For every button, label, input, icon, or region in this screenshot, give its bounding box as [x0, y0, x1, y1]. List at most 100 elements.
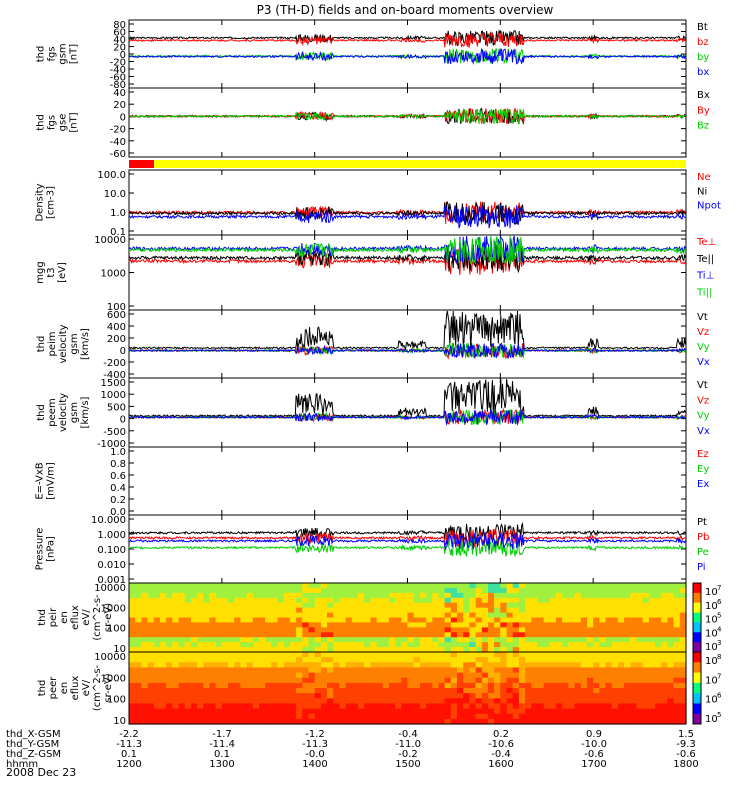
heat-cell	[234, 617, 241, 623]
heat-cell	[370, 652, 378, 658]
heat-cell	[172, 627, 180, 633]
heat-cell	[166, 718, 173, 725]
heat-cell	[370, 632, 378, 638]
heat-cell	[648, 612, 656, 619]
heat-cell	[599, 718, 607, 725]
heat-cell	[655, 647, 662, 653]
heat-cell	[265, 657, 272, 663]
heat-cell	[531, 642, 539, 648]
heat-cell	[444, 632, 452, 638]
heat-cell	[655, 667, 662, 674]
heat-cell	[283, 612, 291, 619]
heat-cell	[141, 703, 149, 710]
heat-cell	[388, 708, 396, 715]
heat-cell	[190, 667, 198, 674]
heat-cell	[234, 642, 241, 648]
heat-cell	[574, 672, 582, 679]
heat-cell	[599, 667, 607, 674]
y-tick-label: -40	[110, 65, 126, 76]
heat-cell	[543, 693, 551, 699]
heat-cell	[141, 637, 149, 643]
heat-cell	[525, 637, 532, 643]
heat-cell	[370, 597, 378, 604]
heat-cell	[129, 592, 136, 599]
heat-cell	[537, 703, 545, 710]
heat-cell	[450, 718, 458, 725]
heat-cell	[543, 703, 551, 710]
heat-cell	[463, 657, 470, 663]
heat-cell	[252, 713, 260, 720]
y-tick-label: 0.001	[97, 575, 126, 586]
heat-cell	[636, 657, 644, 663]
heat-cell	[234, 652, 241, 658]
heat-cell	[333, 622, 340, 628]
heat-cell	[506, 642, 514, 648]
heat-cell	[537, 688, 545, 694]
heat-cell	[580, 597, 588, 604]
heat-cell	[500, 632, 508, 638]
heat-cell	[661, 612, 668, 619]
heat-cell	[419, 632, 427, 638]
heat-cell	[370, 662, 378, 668]
heat-cell	[135, 672, 142, 679]
heat-cell	[327, 718, 334, 725]
heat-cell	[419, 667, 427, 674]
heat-cell	[543, 688, 551, 694]
heat-cell	[562, 682, 569, 689]
heat-cell	[184, 688, 192, 694]
heat-cell	[370, 672, 378, 679]
heat-cell	[587, 622, 594, 628]
heat-cell	[178, 682, 186, 689]
heat-cell	[172, 597, 180, 604]
heat-cell	[673, 632, 681, 638]
heat-cell	[246, 688, 254, 694]
heat-cell	[419, 688, 427, 694]
heat-cell	[320, 602, 328, 609]
heat-cell	[147, 632, 155, 638]
heat-cell	[308, 718, 316, 725]
heat-cell	[488, 693, 495, 699]
heat-cell	[655, 688, 662, 694]
heat-cell	[265, 698, 272, 704]
heat-cell	[147, 667, 155, 674]
heat-cell	[463, 617, 470, 623]
heat-cell	[549, 698, 557, 704]
heat-cell	[159, 607, 167, 614]
heat-cell	[234, 688, 241, 694]
heat-cell	[228, 698, 235, 704]
heat-cell	[518, 607, 526, 614]
heat-cell	[209, 632, 217, 638]
heat-cell	[624, 682, 631, 689]
heat-cell	[661, 647, 668, 653]
heat-cell	[568, 622, 576, 628]
heat-cell	[525, 592, 532, 599]
heat-cell	[178, 632, 186, 638]
heat-cell	[475, 662, 483, 668]
heat-cell	[197, 718, 204, 725]
heat-cell	[543, 597, 551, 604]
heat-cell	[333, 647, 340, 653]
heat-cell	[630, 642, 638, 648]
heat-cell	[488, 632, 495, 638]
heat-cell	[259, 612, 266, 619]
heat-cell	[153, 587, 161, 594]
heat-cell	[370, 637, 378, 643]
heat-cell	[314, 642, 322, 648]
heat-cell	[209, 672, 217, 679]
heat-cell	[611, 637, 619, 643]
heat-cell	[327, 652, 334, 658]
heat-cell	[648, 682, 656, 689]
heat-cell	[599, 672, 607, 679]
heat-cell	[141, 622, 149, 628]
heat-cell	[327, 587, 334, 594]
heat-cell	[488, 607, 495, 614]
heat-cell	[655, 672, 662, 679]
heat-cell	[259, 583, 266, 589]
heat-cell	[289, 682, 297, 689]
heat-cell	[302, 667, 310, 674]
heat-cell	[667, 688, 675, 694]
heat-cell	[141, 713, 149, 720]
heat-cell	[358, 657, 365, 663]
heat-cell	[159, 587, 167, 594]
heat-cell	[562, 662, 569, 668]
